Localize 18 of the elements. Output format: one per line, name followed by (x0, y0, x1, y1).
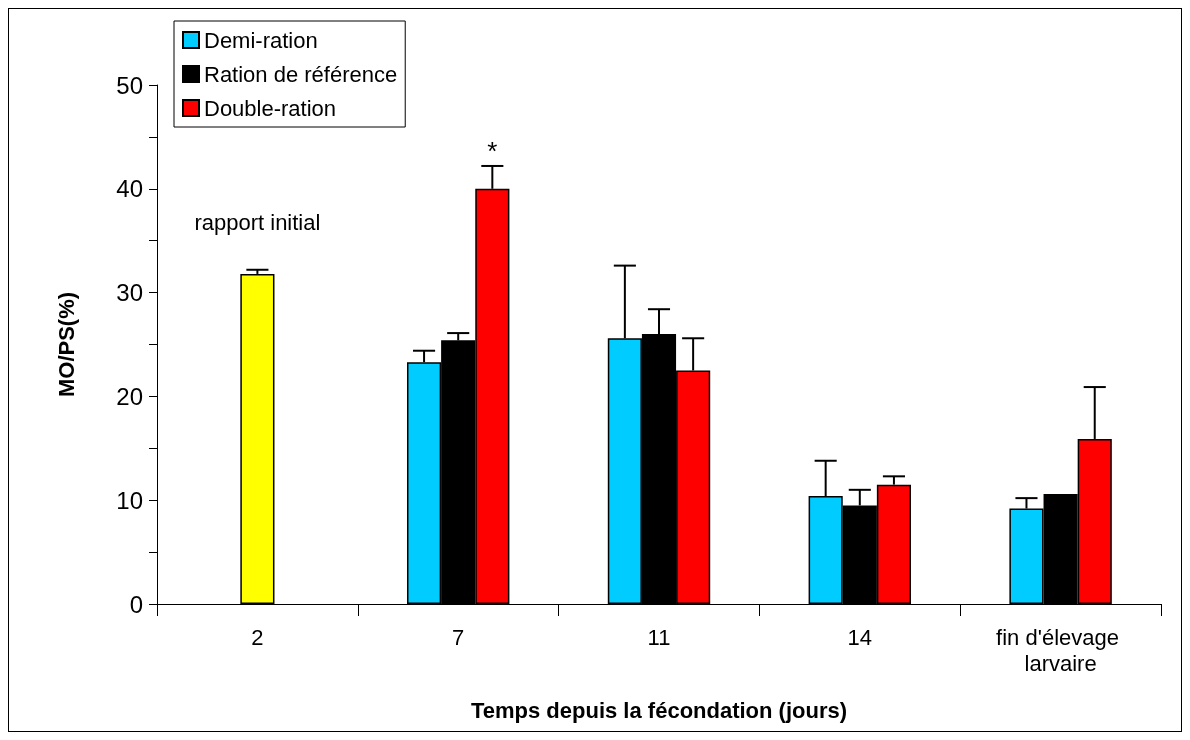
y-tick-label: 0 (129, 590, 143, 618)
y-axis-title: MO/PS(%) (53, 291, 79, 398)
legend-label: Ration de référence (204, 61, 398, 87)
y-tick-label: 10 (116, 486, 143, 514)
x-tick-label: fin d'élevage larvaire (996, 624, 1126, 676)
legend-label: Double-ration (204, 95, 337, 121)
y-tick-label: 20 (116, 382, 143, 410)
x-tick-label: 11 (647, 624, 671, 650)
x-tick-label: 2 (251, 624, 264, 650)
x-axis-title: Temps depuis la fécondation (jours) (470, 697, 848, 723)
text: rapport initial (194, 210, 321, 236)
y-tick-label: 50 (116, 71, 143, 99)
y-tick-label: 40 (116, 175, 143, 203)
annotation: * (487, 135, 498, 166)
x-tick-label: 14 (847, 624, 873, 650)
legend-label: Demi-ration (204, 27, 318, 53)
y-tick-label: 30 (116, 279, 143, 307)
x-tick-label: 7 (452, 624, 465, 650)
